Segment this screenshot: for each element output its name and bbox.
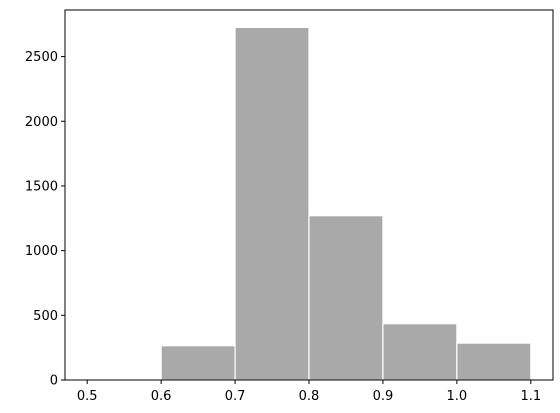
histogram-bar-2	[234, 26, 310, 381]
histogram-bars	[160, 26, 532, 381]
y-tick-label: 2000	[25, 115, 58, 130]
histogram-bar-1	[160, 345, 236, 381]
x-tick-label: 1.0	[447, 389, 468, 404]
histogram-bar-4	[382, 323, 458, 381]
histogram-bar-3	[308, 215, 384, 381]
x-tick-label: 1.1	[520, 389, 541, 404]
x-tick-label: 0.9	[373, 389, 394, 404]
y-tick-label: 1500	[25, 179, 58, 194]
y-tick-label: 500	[33, 309, 58, 324]
x-tick-label: 0.5	[77, 389, 98, 404]
x-tick-label: 0.7	[225, 389, 246, 404]
y-tick-label: 2500	[25, 50, 58, 65]
y-tick-label: 0	[50, 374, 58, 389]
x-axis: 0.5 0.6 0.7 0.8 0.9 1.0 1.1	[77, 380, 541, 404]
x-tick-label: 0.6	[151, 389, 172, 404]
y-tick-label: 1000	[25, 244, 58, 259]
histogram-bar-5	[456, 342, 532, 381]
x-tick-label: 0.8	[299, 389, 320, 404]
y-axis: 0 500 1000 1500 2000 2500	[25, 50, 65, 389]
